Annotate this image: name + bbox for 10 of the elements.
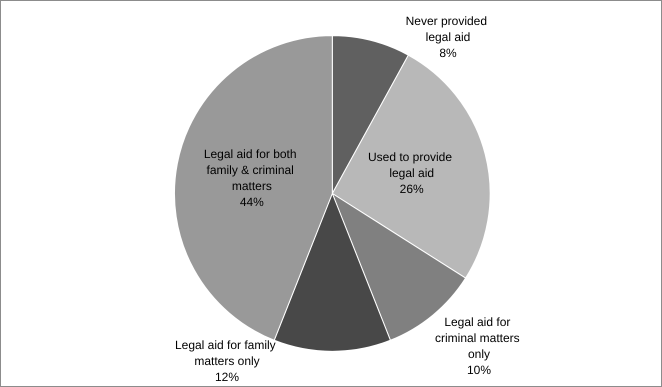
- slice-label: Legal aid for family matters only: [174, 338, 280, 368]
- slice-label: Used to provide legal aid: [368, 150, 456, 180]
- data-label: 26%: [400, 182, 424, 196]
- data-label: 10%: [466, 363, 492, 377]
- slice-label: Legal aid for criminal matters only: [434, 315, 524, 361]
- slice-label: Never provided legal aid: [406, 14, 490, 44]
- slice-label: Legal aid for both family & criminal matters: [204, 147, 300, 194]
- data-label: 8%: [439, 46, 457, 60]
- data-label: 44%: [240, 195, 264, 210]
- data-label: 12%: [214, 370, 240, 384]
